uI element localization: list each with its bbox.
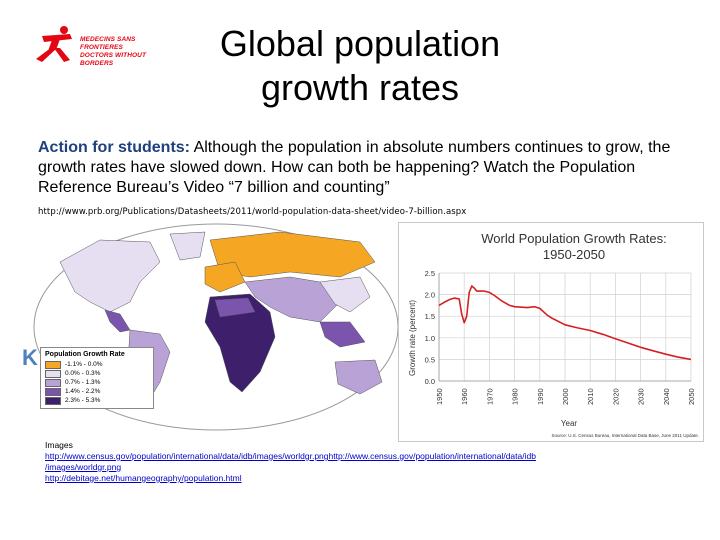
y-tick-label: 0.5 bbox=[425, 355, 435, 364]
series-line bbox=[438, 285, 692, 361]
legend-swatch bbox=[45, 378, 61, 387]
msf-logo: MEDECINS SANS FRONTIERES DOCTORS WITHOUT… bbox=[34, 24, 174, 74]
chart-xlabel: Year bbox=[561, 419, 578, 428]
logo-text: MEDECINS SANS FRONTIERES DOCTORS WITHOUT… bbox=[80, 36, 174, 68]
credits-heading: Images bbox=[45, 440, 73, 450]
image-credits: Images http://www.census.gov/population/… bbox=[45, 440, 536, 484]
legend-swatch bbox=[45, 387, 61, 396]
chart-grid bbox=[438, 272, 692, 382]
chart-ylabel: Growth rate (percent) bbox=[408, 300, 417, 376]
x-tick-label: 2010 bbox=[586, 388, 595, 405]
legend-label: 0.7% - 1.3% bbox=[65, 379, 101, 386]
x-tick-label: 2020 bbox=[611, 388, 620, 405]
running-man-icon bbox=[36, 26, 72, 62]
x-tick-label: 1990 bbox=[536, 388, 545, 405]
legend-label: 1.4% - 2.2% bbox=[65, 388, 101, 395]
chart-source: Source: U.S. Census Bureau, Internationa… bbox=[551, 433, 699, 438]
x-tick-label: 2050 bbox=[687, 388, 696, 405]
credits-link-1-cont[interactable]: /images/worldgr.png bbox=[45, 462, 122, 472]
credits-link-2[interactable]: http://debitage.net/humangeography/popul… bbox=[45, 473, 242, 483]
legend-item: -1.1% - 0.0% bbox=[45, 360, 149, 369]
map-legend: Population Growth Rate -1.1% - 0.0% 0.0% … bbox=[40, 347, 154, 409]
credits-link-1[interactable]: http://www.census.gov/population/interna… bbox=[45, 451, 536, 461]
growth-rate-chart: World Population Growth Rates: 1950-2050… bbox=[398, 222, 704, 442]
x-tick-label: 2030 bbox=[637, 388, 646, 405]
chart-canvas: World Population Growth Rates: 1950-2050… bbox=[408, 231, 699, 438]
chart-series bbox=[438, 285, 692, 361]
legend-item: 0.7% - 1.3% bbox=[45, 378, 149, 387]
logo-line-1: MEDECINS SANS FRONTIERES bbox=[80, 36, 136, 51]
x-tick-label: 1960 bbox=[460, 388, 469, 405]
body-lead: Action for students: bbox=[38, 139, 190, 156]
legend-title: Population Growth Rate bbox=[45, 351, 125, 358]
x-tick-label: 2040 bbox=[662, 388, 671, 405]
chart-title: World Population Growth Rates: bbox=[481, 231, 666, 246]
legend-label: 2.3% - 5.3% bbox=[65, 397, 101, 404]
legend-item: 2.3% - 5.3% bbox=[45, 396, 149, 405]
chart-subtitle: 1950-2050 bbox=[543, 247, 605, 262]
y-tick-label: 2.5 bbox=[425, 269, 435, 278]
x-tick-label: 1980 bbox=[511, 388, 520, 405]
legend-rows: -1.1% - 0.0% 0.0% - 0.3% 0.7% - 1.3% 1.4% -… bbox=[45, 360, 149, 405]
legend-item: 0.0% - 0.3% bbox=[45, 369, 149, 378]
slide-title: Global population growth rates bbox=[170, 22, 550, 110]
stray-letter: K bbox=[22, 345, 38, 370]
title-line-2: growth rates bbox=[260, 67, 460, 108]
legend-item: 1.4% - 2.2% bbox=[45, 387, 149, 396]
world-growth-map: Population Growth Rate -1.1% - 0.0% 0.0% … bbox=[20, 222, 399, 432]
y-tick-label: 0.0 bbox=[425, 377, 435, 386]
y-tick-label: 1.0 bbox=[425, 334, 435, 343]
video-url[interactable]: http://www.prb.org/Publications/Datashee… bbox=[38, 207, 467, 217]
legend-label: 0.0% - 0.3% bbox=[65, 370, 101, 377]
y-tick-label: 2.0 bbox=[425, 291, 435, 300]
legend-swatch bbox=[45, 396, 61, 405]
body-text: Although the population in absolute numb… bbox=[38, 139, 671, 196]
legend-label: -1.1% - 0.0% bbox=[65, 361, 103, 368]
legend-swatch bbox=[45, 360, 61, 369]
legend-swatch bbox=[45, 369, 61, 378]
chart-axes: 0.0 0.5 1.0 1.5 2.0 2.5 1950 1960 1970 1980 1990 20… bbox=[425, 269, 696, 405]
y-tick-label: 1.5 bbox=[425, 312, 435, 321]
title-line-1: Global population bbox=[219, 23, 501, 64]
body-paragraph: Action for students: Although the popula… bbox=[38, 138, 688, 198]
x-tick-label: 2000 bbox=[561, 388, 570, 405]
logo-line-2: DOCTORS WITHOUT BORDERS bbox=[80, 52, 147, 67]
x-tick-label: 1970 bbox=[485, 388, 494, 405]
x-tick-label: 1950 bbox=[435, 388, 444, 405]
